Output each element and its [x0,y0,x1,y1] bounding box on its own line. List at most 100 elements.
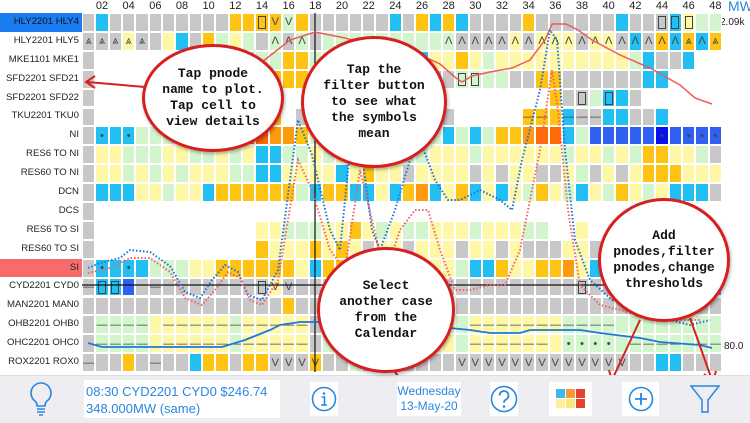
grid-cell[interactable] [642,164,656,184]
grid-cell[interactable] [442,183,456,202]
grid-cell[interactable] [242,239,256,259]
grid-cell[interactable] [522,88,536,108]
grid-cell[interactable] [295,183,309,202]
grid-cell[interactable] [268,202,282,221]
grid-cell[interactable] [148,334,162,354]
grid-cell[interactable] [388,202,402,221]
grid-cell[interactable] [95,183,109,202]
grid-cell[interactable] [348,183,362,202]
pnode-label[interactable]: MAN2201 MAN0 [7,299,79,311]
grid-cell[interactable] [482,277,496,297]
grid-cell[interactable] [548,202,562,221]
grid-cell[interactable] [522,220,536,240]
grid-cell[interactable] [108,202,122,221]
grid-cell[interactable] [668,107,682,127]
grid-cell[interactable] [82,69,96,89]
grid-cell[interactable] [468,50,482,70]
grid-cell[interactable] [482,69,496,89]
grid-cell[interactable] [82,220,96,240]
grid-cell[interactable] [135,202,149,221]
grid-cell[interactable] [642,88,656,108]
grid-cell[interactable] [548,13,562,32]
grid-cell[interactable] [495,126,509,146]
grid-cell[interactable] [82,164,96,184]
grid-cell[interactable]: Λ [268,31,282,51]
grid-cell[interactable] [482,107,496,127]
grid-cell[interactable] [175,258,189,278]
pnode-label[interactable]: RES60 TO NI [20,167,79,179]
grid-cell[interactable] [495,164,509,184]
grid-cell[interactable] [122,107,136,127]
grid-cell[interactable] [602,69,616,89]
grid-cell[interactable]: ⩓ [135,31,149,51]
grid-cell[interactable] [122,183,136,202]
tips-button[interactable] [22,380,60,418]
grid-cell[interactable] [482,296,496,316]
pnode-label[interactable]: OHC2201 OHC0 [7,337,79,349]
grid-cell[interactable] [188,220,202,240]
grid-cell[interactable]: — [562,315,576,335]
pnode-label[interactable]: SFD2201 SFD22 [5,91,79,103]
grid-cell[interactable] [228,296,242,316]
grid-cell[interactable] [202,164,216,184]
grid-cell[interactable] [428,31,442,51]
grid-cell[interactable] [482,220,496,240]
grid-cell[interactable] [148,220,162,240]
grid-cell[interactable] [548,69,562,89]
grid-cell[interactable] [455,107,469,127]
grid-cell[interactable]: • [695,126,709,146]
grid-cell[interactable] [522,258,536,278]
grid-cell[interactable] [295,296,309,316]
grid-cell[interactable] [242,353,256,373]
grid-cell[interactable]: V [308,353,322,373]
grid-cell[interactable]: — [255,334,269,354]
grid-cell[interactable] [215,202,229,221]
grid-cell[interactable] [548,334,562,354]
grid-cell[interactable] [162,258,176,278]
grid-cell[interactable]: V [282,277,296,297]
grid-cell[interactable] [535,277,549,297]
grid-cell[interactable] [495,277,509,297]
pnode-label[interactable]: SFD2201 SFD21 [5,72,79,84]
grid-cell[interactable] [95,145,109,165]
grid-cell[interactable] [362,183,376,202]
grid-cell[interactable] [255,277,269,297]
grid-cell[interactable] [455,220,469,240]
grid-cell[interactable] [268,183,282,202]
grid-cell[interactable] [682,145,696,165]
grid-cell[interactable] [215,277,229,297]
grid-cell[interactable] [322,239,336,259]
grid-cell[interactable] [668,50,682,70]
grid-cell[interactable] [455,315,469,335]
grid-cell[interactable] [335,239,349,259]
grid-cell[interactable] [175,277,189,297]
grid-cell[interactable] [428,183,442,202]
grid-cell[interactable] [522,239,536,259]
grid-cell[interactable]: V [268,277,282,297]
grid-cell[interactable] [362,202,376,221]
grid-cell[interactable] [482,239,496,259]
grid-cell[interactable]: — [548,315,562,335]
grid-cell[interactable] [362,220,376,240]
grid-cell[interactable] [548,220,562,240]
grid-cell[interactable] [455,50,469,70]
grid-cell[interactable] [308,13,322,32]
grid-cell[interactable] [122,239,136,259]
grid-cell[interactable]: ⩓ [82,31,96,51]
grid-cell[interactable] [82,296,96,316]
grid-cell[interactable] [162,220,176,240]
grid-cell[interactable] [615,50,629,70]
grid-cell[interactable] [415,183,429,202]
grid-cell[interactable] [588,88,602,108]
grid-cell[interactable] [188,353,202,373]
grid-cell[interactable] [468,183,482,202]
grid-cell[interactable] [668,88,682,108]
grid-cell[interactable] [255,31,269,51]
grid-cell[interactable]: V [268,13,282,32]
grid-cell[interactable] [562,164,576,184]
grid-cell[interactable] [388,13,402,32]
grid-cell[interactable]: — [535,334,549,354]
grid-cell[interactable] [122,50,136,70]
grid-cell[interactable]: — [295,334,309,354]
grid-cell[interactable] [402,13,416,32]
